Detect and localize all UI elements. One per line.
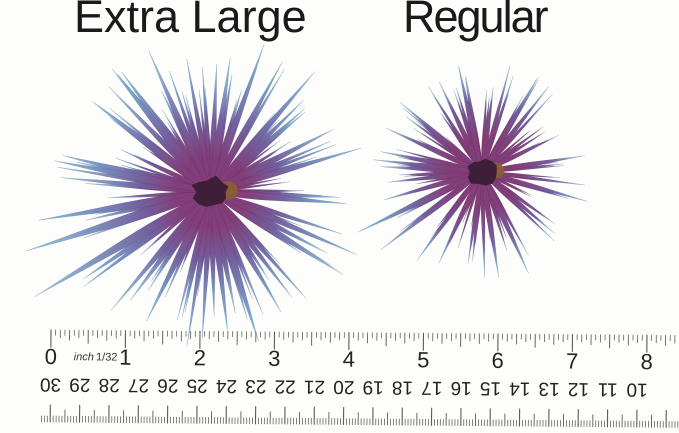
svg-text:19: 19 <box>362 376 383 397</box>
svg-text:28: 28 <box>99 374 120 395</box>
svg-text:7: 7 <box>566 348 578 373</box>
svg-text:21: 21 <box>304 376 325 397</box>
svg-text:6: 6 <box>492 348 504 373</box>
svg-text:8: 8 <box>641 349 653 374</box>
svg-text:14: 14 <box>509 377 531 398</box>
svg-text:23: 23 <box>245 375 266 396</box>
svg-text:inch: inch <box>74 351 94 363</box>
svg-text:20: 20 <box>333 376 354 397</box>
svg-text:5: 5 <box>417 347 429 372</box>
svg-text:0: 0 <box>45 344 57 369</box>
svg-text:22: 22 <box>275 375 296 396</box>
svg-text:1: 1 <box>119 345 131 370</box>
svg-text:11: 11 <box>598 378 618 399</box>
svg-text:13: 13 <box>538 378 559 399</box>
svg-text:15: 15 <box>480 377 501 398</box>
svg-text:18: 18 <box>392 376 413 397</box>
svg-text:3: 3 <box>268 346 280 371</box>
svg-text:12: 12 <box>568 378 589 399</box>
svg-text:30: 30 <box>40 373 61 394</box>
svg-text:29: 29 <box>69 374 90 395</box>
svg-text:10: 10 <box>626 379 647 400</box>
svg-text:17: 17 <box>421 377 442 398</box>
svg-text:16: 16 <box>450 377 471 398</box>
svg-text:24: 24 <box>215 375 237 396</box>
svg-text:2: 2 <box>194 345 206 370</box>
svg-text:26: 26 <box>157 374 178 395</box>
svg-text:4: 4 <box>343 347 355 372</box>
svg-text:1/32: 1/32 <box>96 351 118 363</box>
svg-text:27: 27 <box>128 374 149 395</box>
svg-text:25: 25 <box>187 375 208 396</box>
